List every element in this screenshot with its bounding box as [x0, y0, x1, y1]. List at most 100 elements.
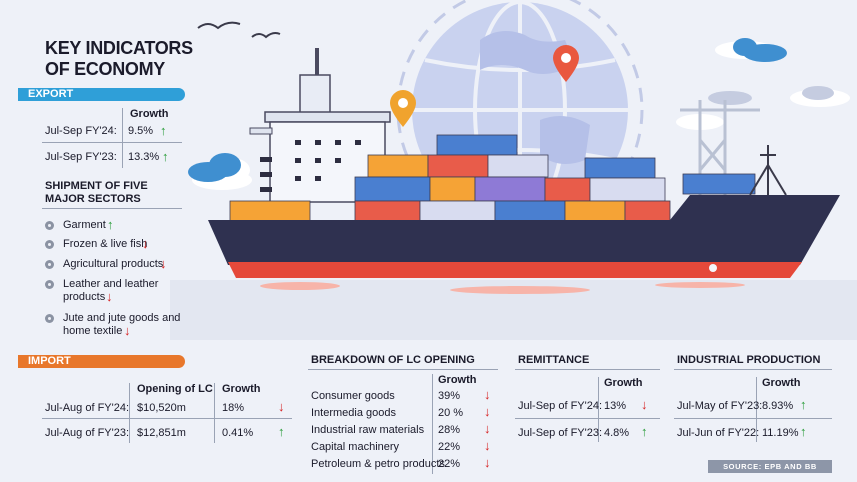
down-arrow-icon: ↓	[484, 387, 491, 402]
bullet-icon	[45, 280, 54, 289]
lc-item: Consumer goods	[311, 390, 395, 402]
industrial-growth-header: Growth	[762, 377, 801, 389]
lc-growth-header: Growth	[438, 374, 477, 386]
ship-mast	[749, 145, 787, 196]
down-arrow-icon: ↓	[484, 438, 491, 453]
up-arrow-icon: ↑	[162, 149, 169, 164]
import-period: Jul-Aug of FY'24:	[45, 402, 130, 414]
down-arrow-icon: ↓	[106, 289, 113, 304]
import-divider	[129, 383, 130, 443]
title-line-1: KEY INDICATORS	[45, 38, 193, 58]
crane-icon	[680, 100, 760, 200]
sector-label: Frozen & live fish	[63, 238, 148, 250]
shipment-title-underline	[42, 208, 182, 209]
industrial-period: Jul-May of FY'23:	[677, 400, 763, 412]
down-arrow-icon: ↓	[142, 236, 149, 251]
industrial-title-underline	[674, 369, 832, 370]
up-arrow-icon: ↑	[641, 424, 648, 439]
export-growth: 9.5%	[128, 125, 154, 137]
down-arrow-icon: ↓	[484, 421, 491, 436]
lc-growth: 28%	[438, 424, 461, 436]
export-period: Jul-Sep FY'23:	[45, 151, 117, 163]
import-divider	[214, 383, 215, 443]
lc-growth: 22%	[438, 458, 461, 470]
remittance-divider	[598, 377, 599, 442]
export-divider	[122, 108, 123, 168]
industrial-title: INDUSTRIAL PRODUCTION	[677, 354, 821, 366]
sector-label-cont: products	[63, 291, 106, 303]
sector-label: Garment	[63, 219, 106, 231]
remittance-growth: 13%	[604, 400, 627, 412]
sector-label-cont: home textile	[63, 325, 123, 337]
shipment-title-line-1: SHIPMENT OF FIVE	[45, 180, 148, 192]
page-title: KEY INDICATORS OF ECONOMY	[45, 38, 193, 80]
import-growth: 18%	[222, 402, 245, 414]
down-arrow-icon: ↓	[160, 256, 167, 271]
import-band: IMPORT	[18, 355, 185, 368]
remittance-title-underline	[515, 369, 660, 370]
industrial-growth: 8.93%	[762, 400, 794, 412]
import-row-divider	[42, 418, 292, 419]
up-arrow-icon: ↑	[800, 424, 807, 439]
bullet-icon	[45, 240, 54, 249]
bullet-icon	[45, 314, 54, 323]
export-band: EXPORT	[18, 88, 185, 101]
industrial-growth: 11.19%	[762, 427, 799, 439]
industrial-period: Jul-Jun of FY'22:	[677, 427, 760, 439]
bullet-icon	[45, 260, 54, 269]
lc-divider	[432, 374, 433, 474]
up-arrow-icon: ↑	[278, 424, 285, 439]
remittance-growth-header: Growth	[604, 377, 643, 389]
industrial-divider	[756, 377, 757, 442]
down-arrow-icon: ↓	[124, 323, 131, 338]
bird-icon	[197, 21, 281, 39]
down-arrow-icon: ↓	[641, 397, 648, 412]
remittance-title: REMITTANCE	[518, 354, 590, 366]
source-label: SOURCE: EPB AND BB	[708, 460, 832, 473]
import-period: Jul-Aug of FY'23:	[45, 427, 130, 439]
up-arrow-icon: ↑	[160, 123, 167, 138]
remittance-growth: 4.8%	[604, 427, 630, 439]
lc-breakdown-title: BREAKDOWN OF LC OPENING	[311, 354, 475, 366]
down-arrow-icon: ↓	[484, 404, 491, 419]
remittance-period: Jul-Sep of FY'23:	[518, 427, 603, 439]
cargo-containers	[229, 134, 756, 222]
export-period: Jul-Sep FY'24:	[45, 125, 117, 137]
bullet-icon	[45, 221, 54, 230]
lc-item: Industrial raw materials	[311, 424, 425, 436]
lc-growth: 22%	[438, 441, 461, 453]
map-pin-icon	[390, 90, 416, 127]
ship-hull	[208, 195, 840, 265]
lc-item: Petroleum & petro products	[311, 458, 445, 470]
up-arrow-icon: ↑	[800, 397, 807, 412]
sector-label: Jute and jute goods and	[63, 312, 181, 324]
lc-growth: 39%	[438, 390, 461, 402]
lc-item: Capital machinery	[311, 441, 400, 453]
import-lc-header: Opening of LC	[137, 383, 213, 395]
export-growth-header: Growth	[130, 108, 169, 120]
lc-growth: 20 %	[438, 407, 464, 419]
industrial-row-divider	[674, 418, 832, 419]
cloud-icon	[188, 38, 787, 182]
down-arrow-icon: ↓	[484, 455, 491, 470]
map-pin-icon	[553, 45, 579, 82]
export-row-divider	[42, 142, 182, 143]
import-lc-value: $10,520m	[137, 402, 186, 414]
import-lc-value: $12,851m	[137, 427, 186, 439]
remittance-period: Jul-Sep of FY'24:	[518, 400, 603, 412]
remittance-row-divider	[515, 418, 660, 419]
cloud-icon	[708, 86, 834, 105]
export-growth: 13.3%	[128, 151, 160, 163]
up-arrow-icon: ↑	[107, 217, 114, 232]
sector-label: Agricultural products	[63, 258, 164, 270]
lc-item: Intermedia goods	[311, 407, 396, 419]
import-growth: 0.41%	[222, 427, 254, 439]
title-line-2: OF ECONOMY	[45, 59, 166, 79]
import-growth-header: Growth	[222, 383, 261, 395]
shipment-title-line-2: MAJOR SECTORS	[45, 193, 141, 205]
lc-title-underline	[308, 369, 498, 370]
down-arrow-icon: ↓	[278, 399, 285, 414]
sector-label: Leather and leather	[63, 278, 159, 290]
